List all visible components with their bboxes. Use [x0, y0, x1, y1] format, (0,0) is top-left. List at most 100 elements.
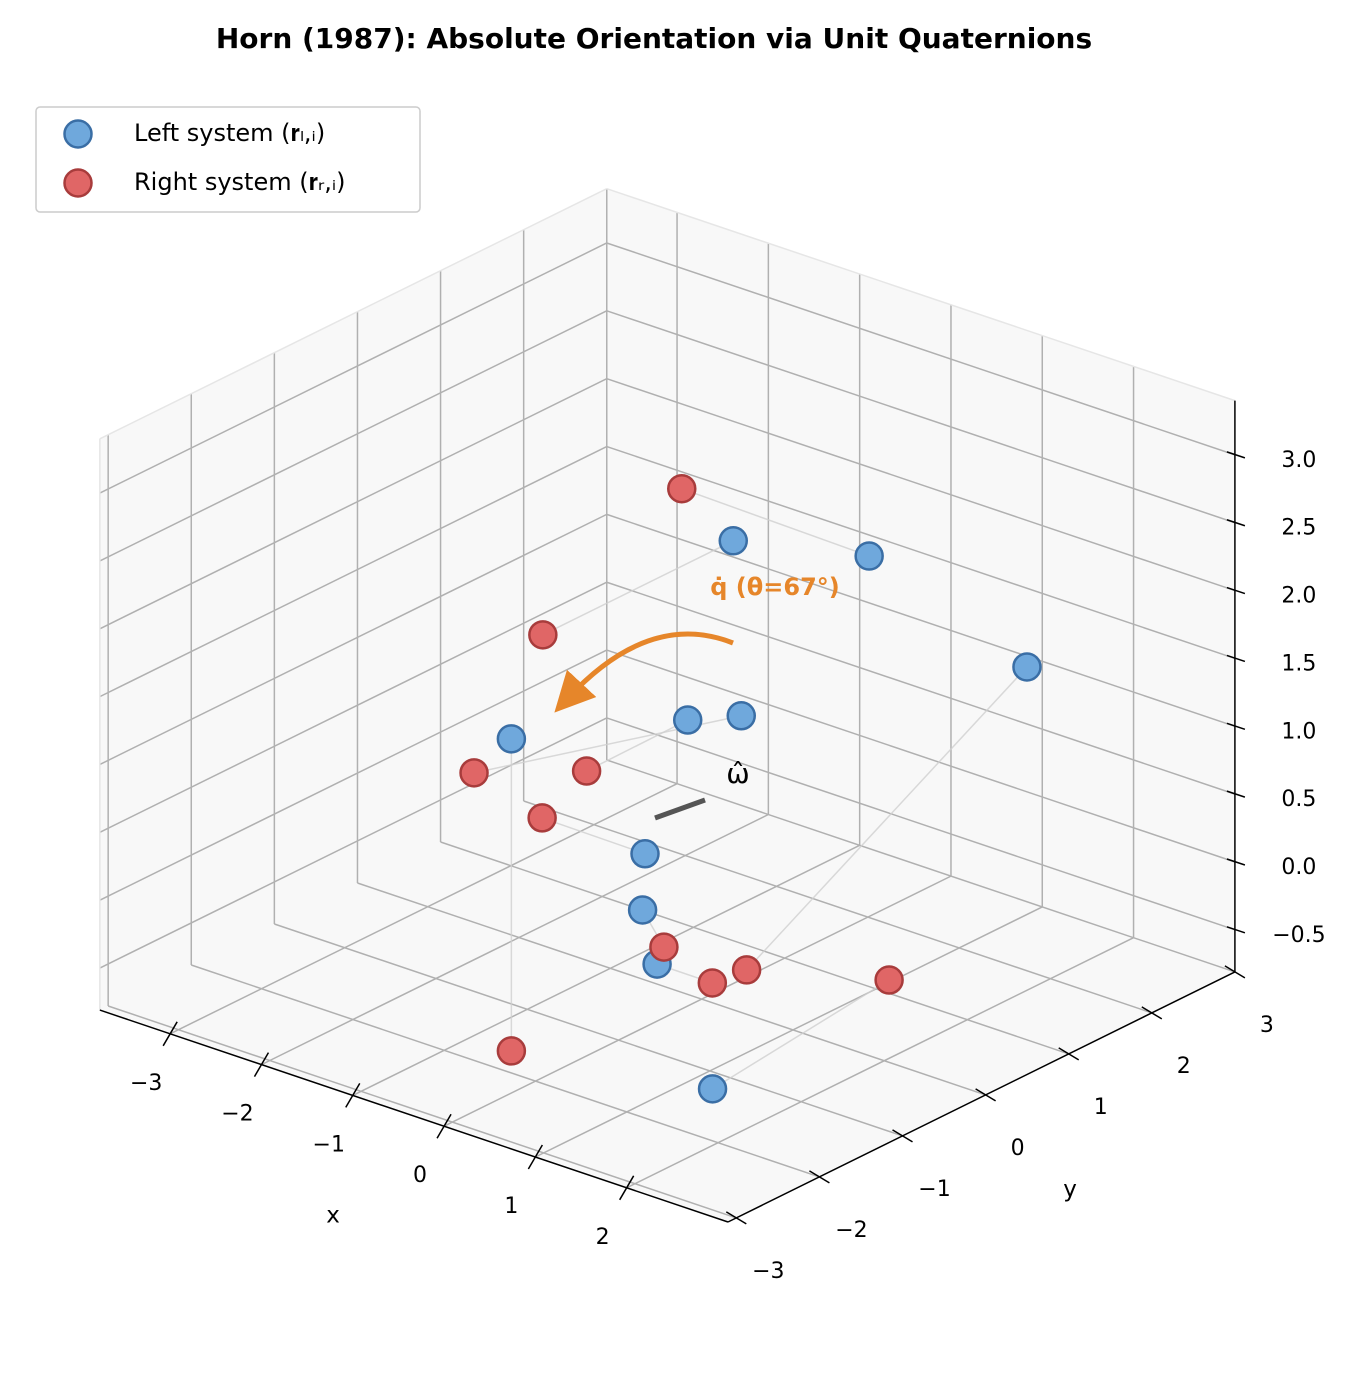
grid-line: [99, 581, 608, 834]
data-point: [731, 955, 762, 985]
z-tick-label: −0.5: [1272, 923, 1325, 948]
y-tick: [1058, 1047, 1080, 1061]
x-tick: [253, 1052, 270, 1077]
z-tick-label: 1.5: [1281, 651, 1316, 676]
y-tick: [1141, 1006, 1163, 1020]
y-axis: [727, 971, 1236, 1223]
pane-edge: [606, 187, 1236, 402]
y-tick-label: −2: [835, 1218, 867, 1243]
z-tick-label: 2.0: [1281, 584, 1316, 609]
grid-line: [99, 513, 608, 766]
pane-edge: [99, 188, 608, 440]
grid-line: [99, 717, 608, 969]
grid-line: [169, 783, 678, 1035]
data-point: [697, 1074, 728, 1104]
grid-line: [606, 242, 1236, 456]
data-point: [528, 620, 558, 650]
correspondence-line: [542, 540, 734, 636]
z-tick-label: 2.5: [1281, 516, 1316, 541]
z-tick-label: 3.0: [1281, 448, 1316, 473]
data-point: [459, 758, 489, 788]
correspondence-line: [541, 817, 646, 855]
z-tick: [1226, 926, 1246, 934]
data-point: [874, 965, 904, 995]
z-tick: [1226, 451, 1246, 459]
grid-line: [606, 445, 1236, 660]
grid-line: [523, 800, 1153, 1014]
data-point: [667, 473, 697, 504]
grid-line: [606, 513, 1236, 727]
grid-line: [606, 377, 1236, 592]
data-point: [496, 1036, 527, 1066]
grid-line: [99, 378, 608, 630]
x-tick-label: 1: [504, 1194, 518, 1219]
z-tick: [1226, 519, 1246, 527]
grid-line: [99, 310, 608, 562]
grid-line: [352, 844, 860, 1097]
data-point: [627, 895, 658, 925]
y-tick: [975, 1088, 996, 1102]
grid-line: [99, 242, 608, 494]
pane-floor: [99, 759, 1235, 1222]
grid-line: [440, 841, 1069, 1055]
y-tick-label: −1: [918, 1177, 950, 1202]
grid-line: [626, 937, 1134, 1189]
legend-box: [35, 106, 421, 213]
y-tick-label: 2: [1177, 1054, 1191, 1079]
y-tick-label: 0: [1011, 1136, 1025, 1161]
y-tick: [725, 1211, 747, 1225]
y-tick: [1224, 965, 1246, 979]
chart-title: Horn (1987): Absolute Orientation via Un…: [216, 22, 1092, 55]
z-tick-label: 0.0: [1281, 855, 1316, 880]
correspondence-line: [746, 666, 1028, 971]
x-tick: [436, 1113, 452, 1139]
grid-line: [99, 445, 608, 698]
z-tick-label: 0.5: [1281, 787, 1316, 812]
axis-label-omega: ω̂: [726, 757, 749, 790]
grid-line: [606, 717, 1236, 931]
grid-line: [107, 1005, 737, 1219]
x-tick-label: −1: [313, 1132, 345, 1157]
legend: Left system (𝐫ₗ,ᵢ) Right system (𝐫ᵣ,ᵢ): [35, 106, 421, 213]
grid-line: [357, 882, 986, 1096]
rotation-arrow: [554, 631, 734, 713]
rotation-label: q̇ (θ=67°): [710, 573, 839, 601]
legend-label: Right system (𝐫ᵣ,ᵢ): [134, 168, 346, 196]
data-point: [1012, 652, 1042, 682]
x-tick-label: −2: [221, 1102, 253, 1127]
correspondence-line: [712, 979, 890, 1090]
data-point: [718, 526, 749, 556]
grid-line: [274, 923, 903, 1137]
data-point: [496, 724, 527, 754]
y-tick-label: 3: [1260, 1013, 1274, 1038]
grid-line: [443, 875, 952, 1127]
data-point: [726, 701, 756, 731]
x-axis: [99, 1009, 729, 1223]
grid-line: [606, 759, 1236, 973]
x-tick: [162, 1021, 178, 1047]
x-tick: [345, 1083, 361, 1108]
grid-line: [606, 649, 1236, 863]
data-point: [649, 932, 679, 962]
x-tick-label: 0: [413, 1163, 427, 1188]
pane-left: [99, 188, 607, 1011]
z-tick: [1226, 654, 1246, 663]
correspondence-line: [681, 488, 870, 557]
z-tick: [1226, 586, 1246, 595]
y-tick: [809, 1170, 830, 1184]
z-tick: [1226, 790, 1246, 798]
legend-marker: [63, 168, 93, 198]
point-layer: [459, 473, 1042, 1104]
z-tick-label: 1.0: [1281, 719, 1316, 744]
data-point: [571, 756, 602, 786]
y-tick: [892, 1129, 913, 1143]
axis-vector: [654, 797, 706, 821]
grid-line: [261, 813, 769, 1066]
x-tick: [527, 1144, 544, 1170]
data-point: [630, 839, 660, 869]
correspondence-line: [586, 719, 689, 772]
x-tick-label: −3: [130, 1071, 162, 1096]
grid-line: [535, 906, 1043, 1158]
data-point: [527, 803, 557, 833]
